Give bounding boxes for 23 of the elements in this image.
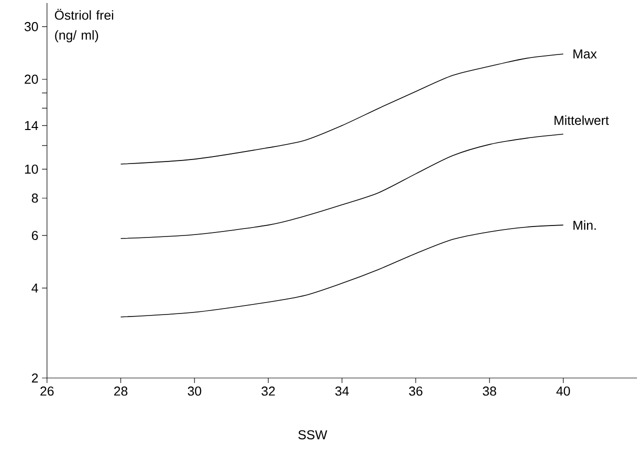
y-tick-label: 20 (24, 74, 38, 84)
y-tick-label: 14 (25, 121, 38, 130)
x-tick-label: 40 (556, 386, 570, 396)
line-series (120, 134, 564, 239)
y-tick-label: 10 (25, 164, 38, 174)
y-tick-label: 30 (24, 22, 38, 32)
y-tick-label: 6 (32, 230, 38, 240)
line-series (120, 224, 564, 318)
y-tick-label: 4 (32, 284, 38, 293)
series-label: Max (574, 49, 597, 58)
y-tick-label: 2 (32, 373, 38, 383)
series-label: Mittelwert (554, 115, 609, 125)
x-tick-label: 32 (262, 386, 275, 396)
x-tick-label: 38 (482, 386, 496, 396)
x-tick-label: 36 (409, 386, 422, 396)
y-axis-title: Östriol frei (ng/ ml) (54, 8, 114, 42)
x-tick-label: 34 (335, 386, 349, 396)
x-tick-label: 26 (40, 386, 54, 396)
x-axis-title: SSW (298, 430, 328, 440)
x-tick-label: 28 (114, 386, 128, 396)
x-tick-label: 30 (188, 386, 202, 396)
series-label: Min. (574, 220, 596, 230)
y-tick-label: 8 (32, 194, 38, 203)
